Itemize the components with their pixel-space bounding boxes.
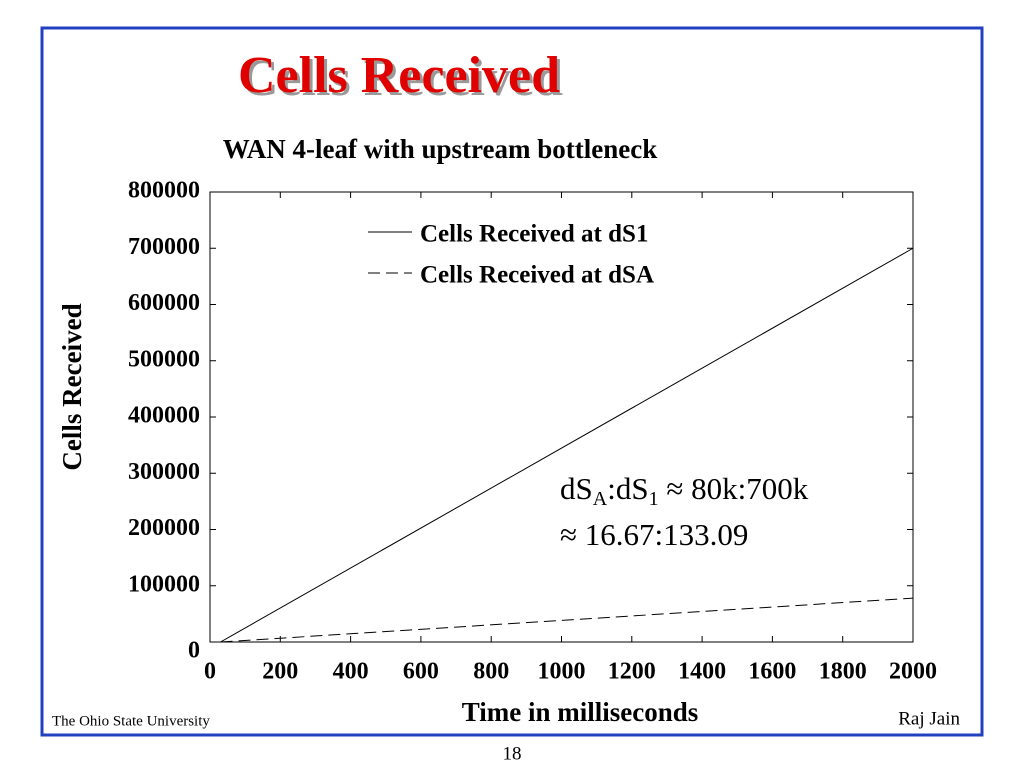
annotation: dSA:dS1 ≈ 80k:700k <box>560 471 809 509</box>
series-line <box>220 597 914 643</box>
y-tick-label: 300000 <box>128 459 200 485</box>
x-tick-label: 1000 <box>538 659 586 685</box>
y-tick-label: 600000 <box>128 290 200 316</box>
x-tick-label: 200 <box>262 659 298 685</box>
y-tick-label: 700000 <box>128 234 200 260</box>
y-tick-label: 200000 <box>128 515 200 541</box>
annotation-sub: A <box>593 488 608 510</box>
x-tick-label: 2000 <box>889 659 937 685</box>
series-line <box>220 247 914 643</box>
annotation-part: dS <box>560 471 593 506</box>
title-shadow: Cells Received <box>241 50 563 107</box>
y-axis-label: Cells Received <box>57 303 87 470</box>
x-tick-label: 1600 <box>748 659 796 685</box>
x-tick-label: 0 <box>204 659 216 685</box>
y-tick-label: 800000 <box>128 178 200 204</box>
x-tick-label: 400 <box>333 659 369 685</box>
annotation-part: :dS <box>607 471 648 506</box>
x-tick-label: 800 <box>473 659 509 685</box>
x-tick-label: 1200 <box>608 659 656 685</box>
legend-label: Cells Received at dS1 <box>420 221 648 248</box>
y-tick-label: 0 <box>188 638 200 664</box>
y-tick-label: 400000 <box>128 403 200 429</box>
x-tick-label: 1800 <box>819 659 867 685</box>
x-axis-label: Time in milliseconds <box>462 697 699 727</box>
footer-right: Raj Jain <box>898 708 960 729</box>
plot-frame <box>209 191 914 643</box>
page-number: 18 <box>503 743 522 764</box>
annotation-part: ≈ 80k:700k <box>659 471 809 506</box>
x-tick-label: 1400 <box>678 659 726 685</box>
slide-border <box>40 26 984 737</box>
annotation-sub: 1 <box>649 488 659 510</box>
slide-title: Cells Received <box>238 47 560 104</box>
legend-label: Cells Received at dSA <box>420 262 654 289</box>
footer-left: The Ohio State University <box>52 713 210 729</box>
y-tick-label: 100000 <box>128 571 200 597</box>
chart-title: WAN 4-leaf with upstream bottleneck <box>223 134 657 164</box>
annotation: ≈ 16.67:133.09 <box>560 517 748 552</box>
x-tick-label: 600 <box>403 659 439 685</box>
y-tick-label: 500000 <box>128 346 200 372</box>
